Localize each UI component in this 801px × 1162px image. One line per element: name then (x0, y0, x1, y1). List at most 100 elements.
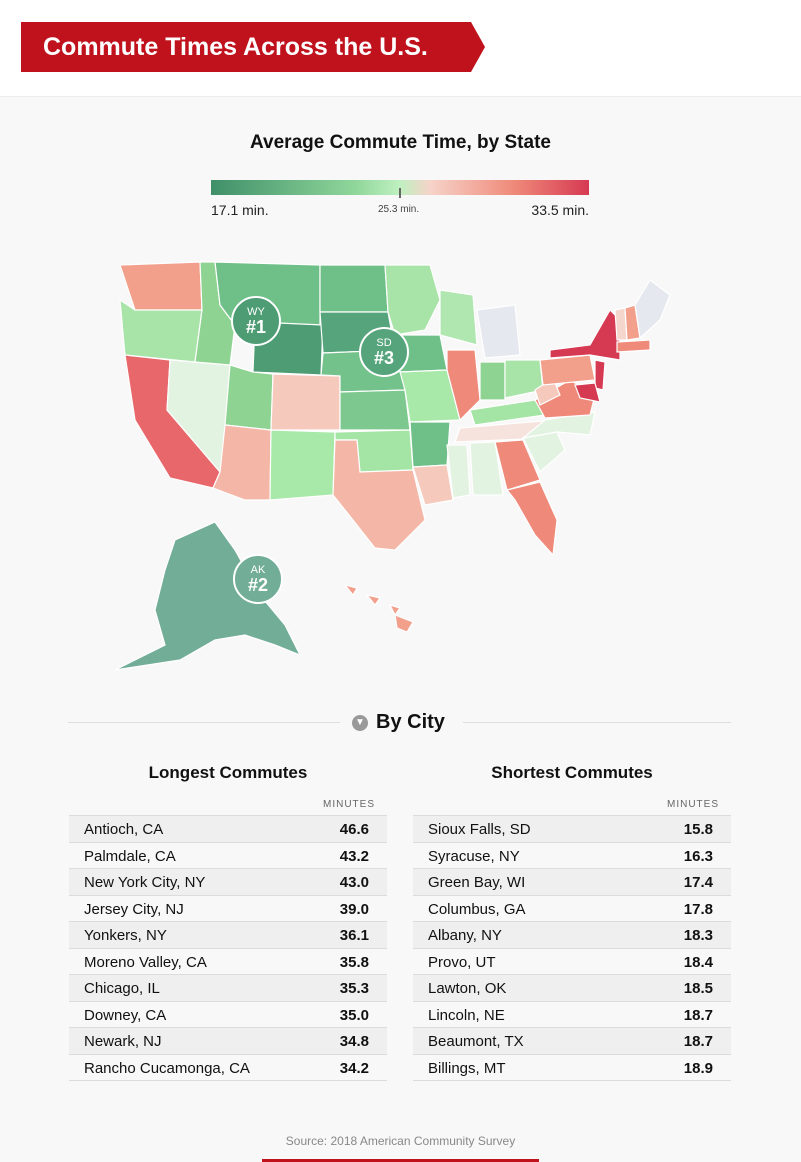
minutes-value: 35.8 (339, 953, 369, 971)
minutes-value: 18.9 (683, 1059, 713, 1077)
title-banner: Commute Times Across the U.S. (21, 22, 485, 72)
rank-badge-sd: SD #3 (359, 327, 409, 377)
table-row: New York City, NY 43.0 (69, 868, 387, 895)
table-row: Newark, NJ 34.8 (69, 1027, 387, 1054)
badge-rank-label: #1 (245, 317, 267, 337)
state-ut (224, 364, 274, 431)
table-row: Palmdale, CA 43.2 (69, 841, 387, 869)
city-name: Billings, MT (428, 1059, 506, 1077)
minutes-value: 18.4 (683, 953, 713, 971)
city-name: Sioux Falls, SD (428, 821, 531, 838)
minutes-value: 34.2 (339, 1059, 369, 1077)
state-nd (319, 264, 389, 313)
city-name: Rancho Cucamonga, CA (84, 1059, 250, 1077)
color-scale-bar (211, 180, 589, 195)
footer-accent-line (262, 1159, 539, 1162)
city-name: Green Bay, WI (428, 874, 526, 891)
state-mi (476, 304, 521, 359)
minutes-value: 18.5 (683, 980, 713, 997)
longest-commutes-table: Longest Commutes MINUTES Antioch, CA 46.6… (69, 763, 387, 1081)
city-name: Moreno Valley, CA (84, 953, 207, 971)
city-name: Provo, UT (428, 953, 496, 971)
shortest-rows: Sioux Falls, SD 15.8 Syracuse, NY 16.3 Gre… (413, 815, 731, 1081)
state-wa (119, 261, 203, 311)
divider-left (68, 722, 340, 723)
table-row: Rancho Cucamonga, CA 34.2 (69, 1053, 387, 1081)
table-row: Yonkers, NY 36.1 (69, 921, 387, 948)
city-name: Downey, CA (84, 1006, 167, 1024)
page-title: Commute Times Across the U.S. (43, 33, 428, 61)
state-ga (494, 439, 541, 491)
state-ms (446, 444, 471, 499)
city-name: Antioch, CA (84, 821, 164, 838)
shortest-commutes-title: Shortest Commutes (491, 763, 653, 782)
minutes-column-header: MINUTES (323, 799, 375, 810)
city-name: New York City, NY (84, 874, 206, 891)
badge-state-label: WY (247, 306, 265, 318)
map-title: Average Commute Time, by State (250, 132, 551, 153)
badge-state-label: SD (376, 337, 392, 349)
table-row: Lawton, OK 18.5 (413, 974, 731, 1001)
city-name: Chicago, IL (84, 980, 160, 997)
state-co (270, 373, 341, 431)
rank-badge-wy: WY #1 (231, 296, 281, 346)
us-state-map (114, 261, 671, 671)
city-name: Lawton, OK (428, 980, 507, 997)
table-row: Beaumont, TX 18.7 (413, 1027, 731, 1054)
legend-mid-label: 25.3 min. (378, 204, 420, 215)
state-ks (339, 389, 411, 431)
table-row: Billings, MT 18.9 (413, 1053, 731, 1081)
city-name: Newark, NJ (84, 1033, 162, 1050)
city-name: Palmdale, CA (84, 847, 176, 865)
legend-max-label: 33.5 min. (531, 202, 589, 218)
state-hi (343, 583, 414, 633)
longest-rows: Antioch, CA 46.6 Palmdale, CA 43.2 New Yor… (69, 815, 387, 1081)
table-row: Columbus, GA 17.8 (413, 894, 731, 922)
rank-badge-ak: AK #2 (233, 554, 283, 604)
city-name: Beaumont, TX (428, 1033, 524, 1050)
by-city-toggle[interactable]: ▼ By City (352, 711, 445, 734)
minutes-value: 35.0 (339, 1006, 369, 1024)
table-row: Downey, CA 35.0 (69, 1000, 387, 1028)
city-name: Columbus, GA (428, 900, 526, 918)
minutes-value: 43.0 (339, 874, 369, 891)
minutes-value: 34.8 (339, 1033, 369, 1050)
table-row: Albany, NY 18.3 (413, 921, 731, 948)
state-in (479, 361, 506, 401)
table-row: Syracuse, NY 16.3 (413, 841, 731, 869)
state-fl (505, 481, 558, 557)
header-bar: Commute Times Across the U.S. (0, 0, 801, 97)
state-md (574, 382, 601, 403)
state-ma (616, 339, 651, 353)
minutes-value: 36.1 (339, 927, 369, 944)
minutes-value: 18.3 (683, 927, 713, 944)
minutes-value: 43.2 (339, 847, 369, 865)
state-la (412, 464, 454, 506)
state-mo (399, 369, 461, 423)
minutes-value: 39.0 (339, 900, 369, 918)
city-name: Jersey City, NJ (84, 900, 184, 918)
badge-rank-label: #3 (373, 348, 395, 368)
state-ar (409, 421, 451, 468)
table-row: Sioux Falls, SD 15.8 (413, 815, 731, 842)
state-pa (539, 354, 596, 386)
minutes-value: 35.3 (339, 980, 369, 997)
legend-min-label: 17.1 min. (211, 202, 269, 218)
minutes-value: 17.4 (683, 874, 713, 891)
badge-state-label: AK (250, 564, 266, 576)
source-note: Source: 2018 American Community Survey (285, 1134, 516, 1148)
badge-rank-label: #2 (247, 575, 269, 595)
minutes-value: 17.8 (683, 900, 713, 918)
banner-shape (21, 22, 485, 72)
minutes-value: 18.7 (683, 1006, 713, 1024)
minutes-value: 15.8 (683, 821, 713, 838)
state-ny (549, 309, 621, 361)
state-nj (594, 359, 606, 391)
city-name: Yonkers, NY (84, 927, 167, 944)
color-scale-mid-tick (399, 188, 401, 198)
table-row: Provo, UT 18.4 (413, 947, 731, 975)
city-name: Lincoln, NE (428, 1006, 505, 1024)
state-wi (439, 289, 478, 346)
minutes-value: 18.7 (683, 1033, 713, 1050)
longest-commutes-title: Longest Commutes (148, 763, 308, 782)
